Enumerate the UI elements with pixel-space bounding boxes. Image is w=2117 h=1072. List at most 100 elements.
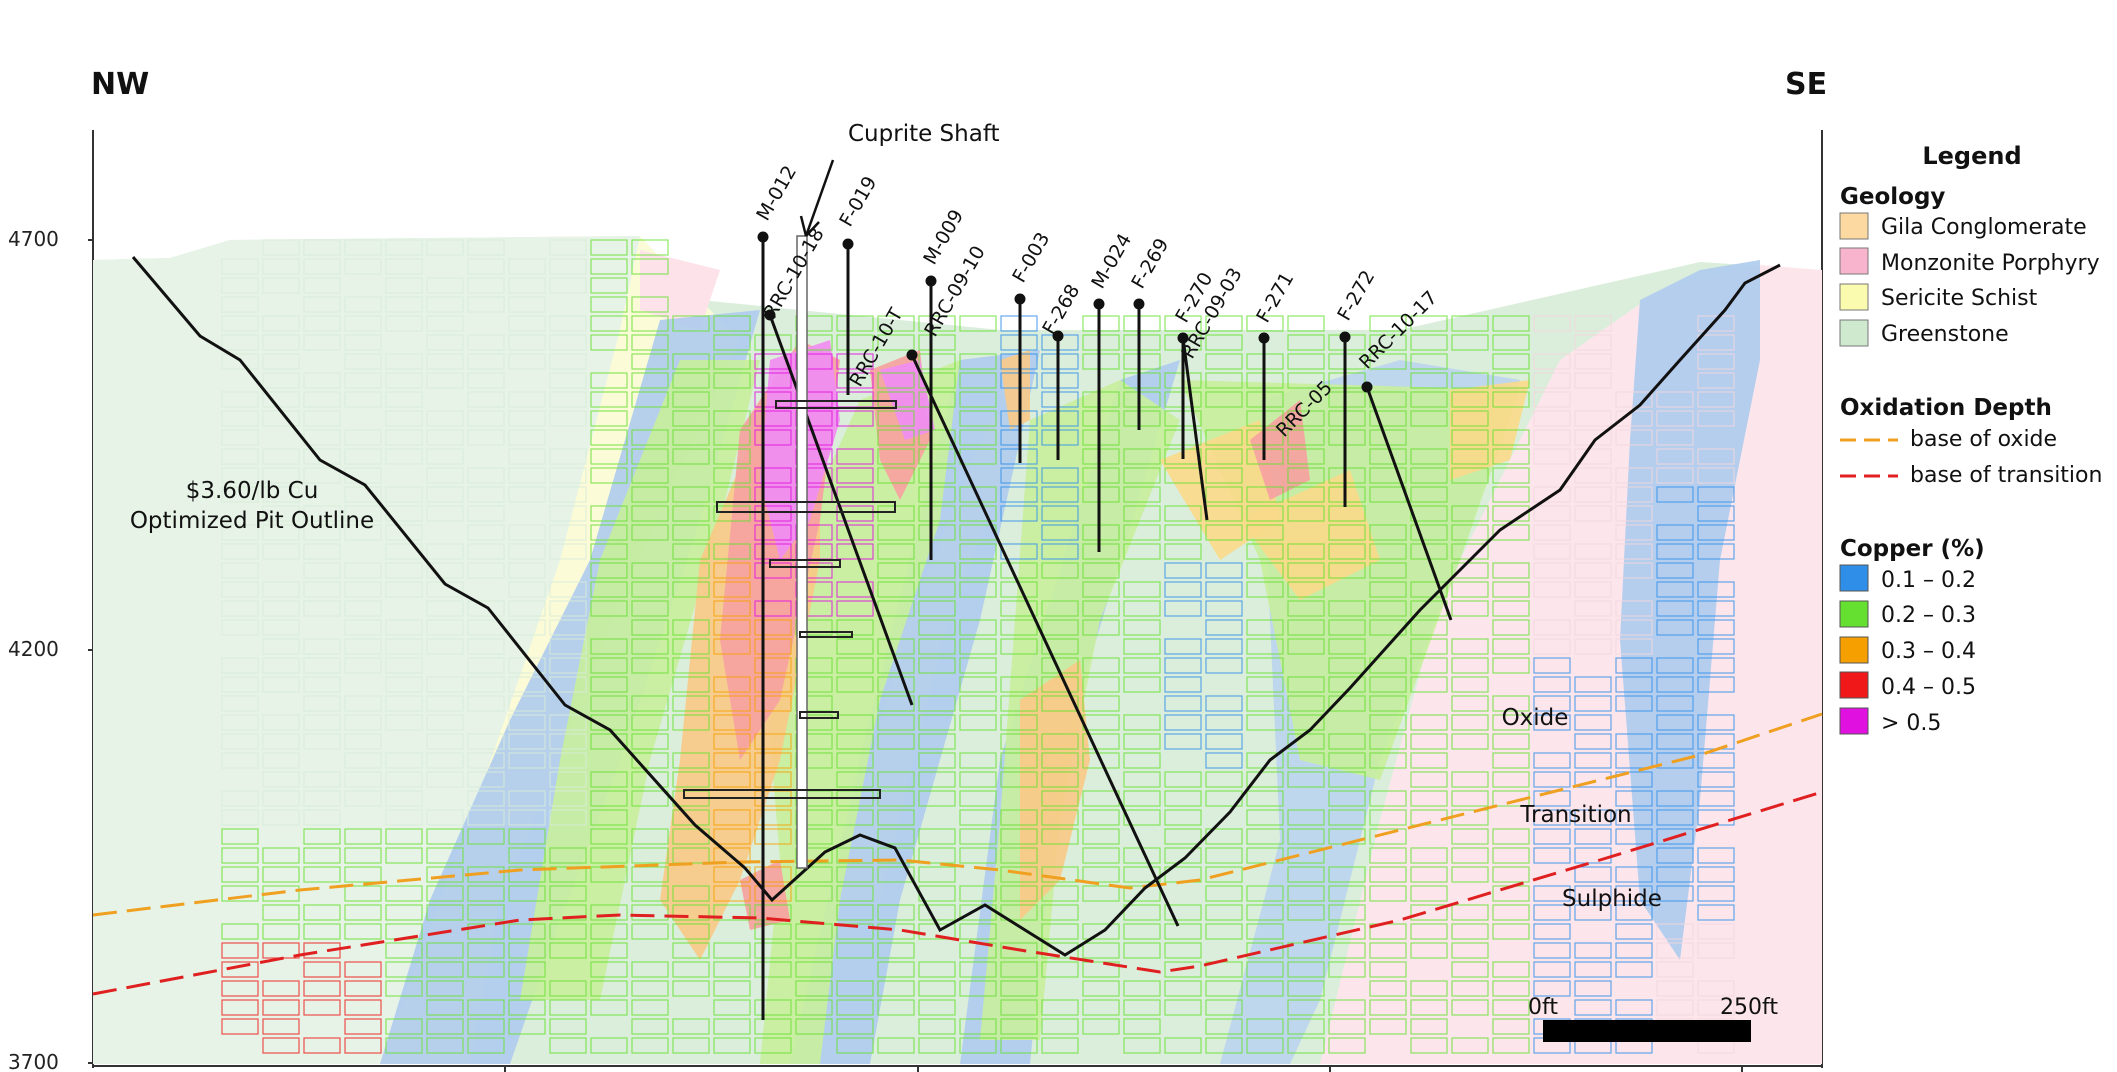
legend-geology-heading: Geology <box>1840 184 1945 210</box>
model-block <box>1041 562 1079 579</box>
model-block <box>836 524 874 541</box>
model-block <box>549 752 587 769</box>
model-block <box>959 543 997 560</box>
model-block <box>303 676 341 693</box>
model-block <box>1615 505 1653 522</box>
model-block <box>262 714 300 731</box>
model-block <box>1410 315 1448 332</box>
model-block <box>1328 505 1366 522</box>
model-block <box>1000 904 1038 921</box>
model-block <box>1492 372 1530 389</box>
model-block <box>1205 847 1243 864</box>
model-block <box>1369 543 1407 560</box>
model-block <box>303 543 341 560</box>
model-block <box>1041 467 1079 484</box>
model-block <box>1287 505 1325 522</box>
model-block <box>590 695 628 712</box>
model-block <box>467 771 505 788</box>
model-block <box>1656 391 1694 408</box>
model-block <box>344 619 382 636</box>
model-block <box>426 486 464 503</box>
model-block <box>1574 619 1612 636</box>
model-block <box>549 980 587 997</box>
model-block <box>221 980 259 997</box>
model-block <box>1000 600 1038 617</box>
model-block <box>1082 961 1120 978</box>
model-block <box>1369 353 1407 370</box>
model-block <box>672 562 710 579</box>
model-block <box>795 448 833 465</box>
model-block <box>1410 904 1448 921</box>
model-block <box>631 391 669 408</box>
model-block <box>508 942 546 959</box>
model-block <box>1123 524 1161 541</box>
model-block <box>918 486 956 503</box>
model-block <box>344 885 382 902</box>
model-block <box>754 923 792 940</box>
model-block <box>385 1018 423 1035</box>
model-block <box>303 334 341 351</box>
model-block <box>262 790 300 807</box>
model-block <box>1082 391 1120 408</box>
model-block <box>1574 752 1612 769</box>
model-block <box>631 904 669 921</box>
model-block <box>959 353 997 370</box>
model-block <box>1410 923 1448 940</box>
model-block <box>1082 733 1120 750</box>
model-block <box>262 372 300 389</box>
model-block <box>549 1037 587 1054</box>
model-block <box>1451 790 1489 807</box>
model-block <box>959 847 997 864</box>
model-block <box>1205 315 1243 332</box>
model-block <box>1205 448 1243 465</box>
model-block <box>1492 695 1530 712</box>
model-block <box>672 1018 710 1035</box>
model-block <box>1164 980 1202 997</box>
model-block <box>1410 467 1448 484</box>
model-block <box>877 999 915 1016</box>
model-block <box>1082 866 1120 883</box>
model-block <box>1410 372 1448 389</box>
model-block <box>1451 372 1489 389</box>
model-block <box>754 619 792 636</box>
model-block <box>385 486 423 503</box>
model-block <box>303 904 341 921</box>
model-block <box>385 828 423 845</box>
model-block <box>1082 353 1120 370</box>
model-block <box>1574 999 1612 1016</box>
model-block <box>1615 543 1653 560</box>
model-block <box>795 885 833 902</box>
model-block <box>1656 885 1694 902</box>
model-block <box>1656 847 1694 864</box>
model-block <box>836 657 874 674</box>
model-block <box>590 999 628 1016</box>
model-block <box>1205 695 1243 712</box>
model-block <box>1041 543 1079 560</box>
model-block <box>1164 315 1202 332</box>
model-block <box>1574 505 1612 522</box>
model-block <box>754 828 792 845</box>
model-block <box>221 619 259 636</box>
model-block <box>713 676 751 693</box>
model-block <box>221 866 259 883</box>
model-block <box>1123 315 1161 332</box>
model-block <box>1000 1037 1038 1054</box>
model-block <box>1123 980 1161 997</box>
model-block <box>262 904 300 921</box>
model-block <box>1287 752 1325 769</box>
model-block <box>918 600 956 617</box>
model-block <box>713 980 751 997</box>
model-block <box>1123 942 1161 959</box>
model-block <box>1205 619 1243 636</box>
model-block <box>1451 581 1489 598</box>
model-block <box>344 505 382 522</box>
model-block <box>1164 505 1202 522</box>
model-block <box>959 961 997 978</box>
model-block <box>959 676 997 693</box>
model-block <box>508 524 546 541</box>
model-block <box>1000 714 1038 731</box>
model-block <box>590 961 628 978</box>
model-block <box>754 524 792 541</box>
model-block <box>1697 486 1735 503</box>
